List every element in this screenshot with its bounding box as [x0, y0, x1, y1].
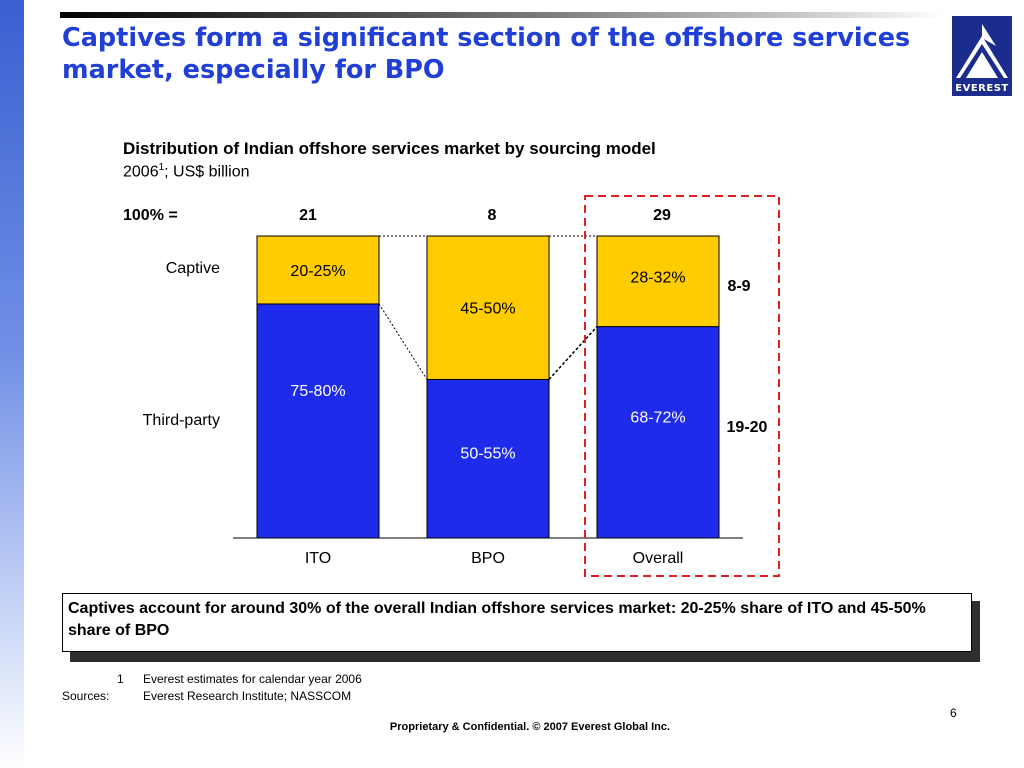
slide-title: Captives form a significant section of t… [62, 23, 911, 85]
sources-label: Sources: [62, 689, 110, 703]
bar-third-party-bpo [426, 378, 550, 539]
data-label-captive-bpo: 45-50% [460, 301, 515, 318]
page-number: 6 [950, 706, 957, 720]
bar-third-party-overall [596, 326, 720, 539]
overall-third-party-absolute: 19-20 [727, 419, 768, 436]
total-row-label: 100% = [123, 207, 178, 224]
footnote-number: 1 [117, 672, 124, 686]
data-label-third-party-bpo: 50-55% [460, 446, 515, 463]
x-tick-label-overall: Overall [633, 550, 684, 567]
title-rule [60, 12, 944, 18]
everest-logo [952, 16, 1012, 82]
data-label-third-party-ito: 75-80% [290, 383, 345, 400]
summary-box: Captives account for around 30% of the o… [62, 593, 972, 652]
footer-copyright: Proprietary & Confidential. © 2007 Evere… [389, 721, 671, 733]
total-label-ito: 21 [299, 207, 317, 224]
sidebar-gradient [0, 0, 24, 768]
x-tick-label-bpo: BPO [471, 550, 505, 567]
connector-boundary-ito-bpo [378, 303, 428, 380]
overall-highlight-box [584, 195, 780, 577]
overall-captive-absolute: 8-9 [727, 278, 750, 295]
bar-captive-ito [256, 235, 380, 305]
data-label-third-party-overall: 68-72% [630, 409, 685, 426]
bar-captive-bpo [426, 235, 550, 380]
chart-subtitle: 20061; US$ billion [123, 162, 250, 181]
x-tick-label-ito: ITO [305, 550, 331, 567]
logo-wordmark: EVEREST [952, 82, 1012, 96]
data-label-captive-ito: 20-25% [290, 263, 345, 280]
chart-title: Distribution of Indian offshore services… [123, 139, 656, 158]
total-label-bpo: 8 [488, 207, 497, 224]
legend-third-party: Third-party [143, 412, 220, 429]
data-label-captive-overall: 28-32% [630, 269, 685, 286]
footnote-text: Everest estimates for calendar year 2006 [143, 672, 362, 686]
total-label-overall: 29 [653, 207, 671, 224]
sources-text: Everest Research Institute; NASSCOM [143, 689, 352, 703]
connector-boundary-bpo-overall [548, 326, 598, 380]
bar-captive-overall [596, 235, 720, 328]
bar-third-party-ito [256, 303, 380, 539]
legend-captive: Captive [166, 260, 220, 277]
